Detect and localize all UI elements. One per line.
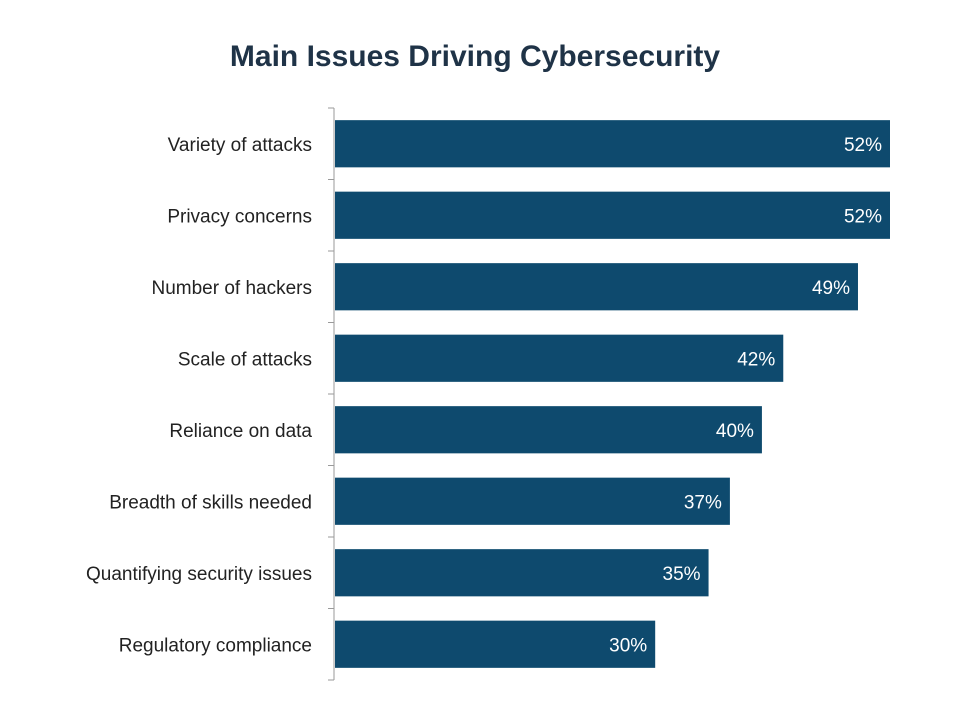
category-label: Quantifying security issues <box>86 564 312 585</box>
data-label: 35% <box>663 564 701 585</box>
data-label: 42% <box>737 349 775 370</box>
labels-layer: Variety of attacks 52% Privacy concerns 52%… <box>86 135 882 657</box>
data-label: 52% <box>844 206 882 227</box>
category-label: Regulatory compliance <box>119 635 312 656</box>
bars-layer <box>335 120 890 668</box>
category-label: Breadth of skills needed <box>109 492 312 513</box>
data-label: 30% <box>609 635 647 656</box>
data-label: 49% <box>812 278 850 299</box>
bar <box>335 620 656 668</box>
category-label: Reliance on data <box>169 421 312 442</box>
bar <box>335 263 858 311</box>
category-label: Scale of attacks <box>178 349 312 370</box>
category-label: Number of hackers <box>151 278 312 299</box>
category-label: Variety of attacks <box>168 135 312 156</box>
chart-title: Main Issues Driving Cybersecurity <box>229 40 721 73</box>
bar <box>335 191 890 239</box>
data-label: 37% <box>684 492 722 513</box>
data-label: 52% <box>844 135 882 156</box>
bar <box>335 334 784 382</box>
data-label: 40% <box>716 421 754 442</box>
bar <box>335 549 709 597</box>
bar <box>335 406 762 454</box>
bar <box>335 477 730 525</box>
bar <box>335 120 890 168</box>
axis-layer <box>328 107 335 681</box>
category-label: Privacy concerns <box>167 206 312 227</box>
